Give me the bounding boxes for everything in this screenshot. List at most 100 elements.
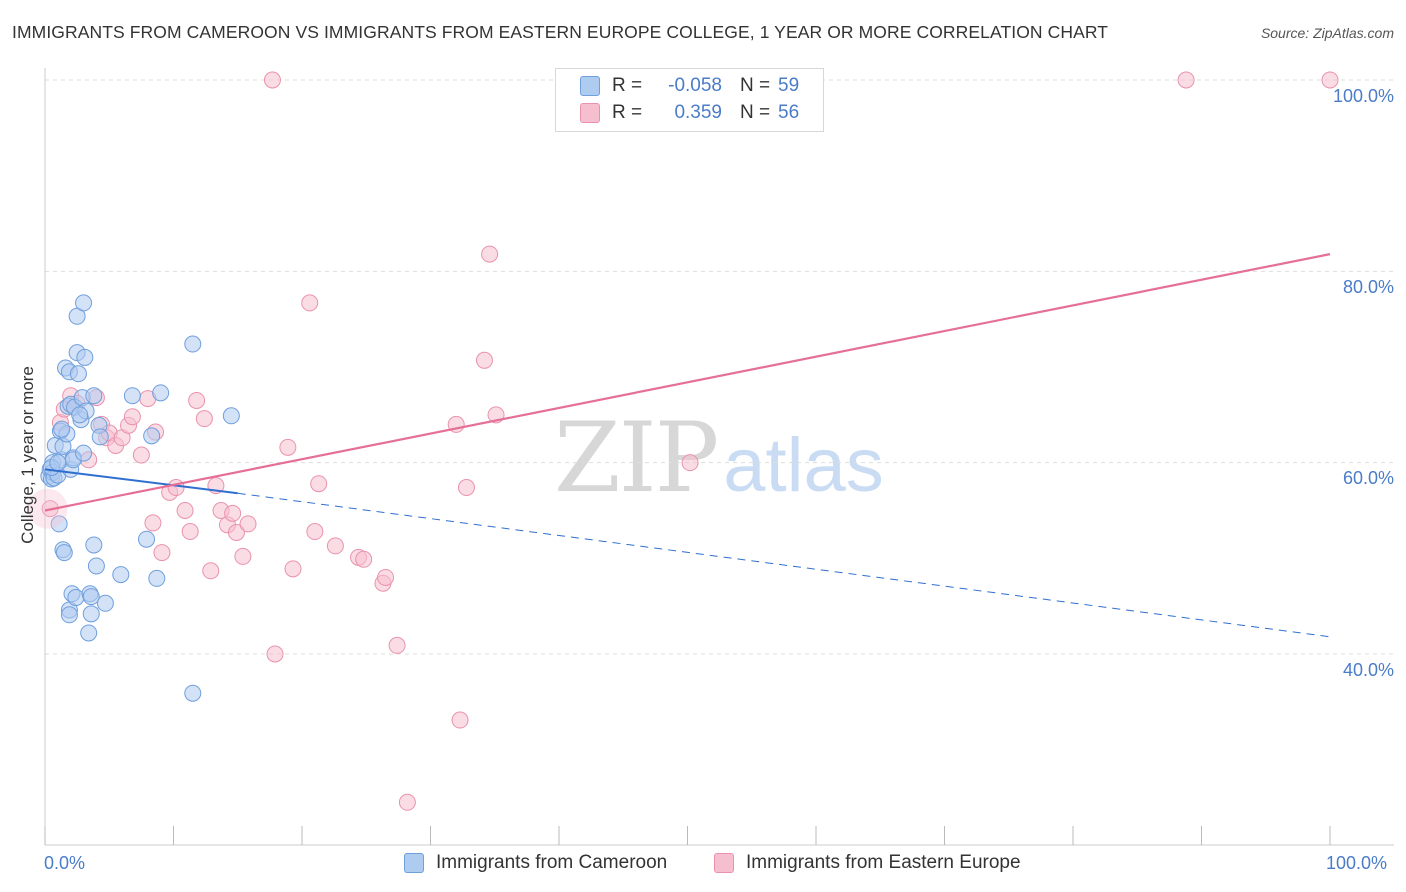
point-cameroon — [148, 569, 166, 587]
legend-item-cameroon: Immigrants from Cameroon — [404, 852, 667, 874]
point-eastern-europe — [132, 446, 150, 464]
point-eastern-europe — [377, 568, 395, 586]
point-cameroon — [69, 365, 87, 383]
point-cameroon — [143, 427, 161, 445]
point-eastern-europe — [227, 524, 245, 542]
point-cameroon — [184, 335, 202, 353]
legend-series-name: Immigrants from Cameroon — [436, 852, 668, 873]
point-eastern-europe — [144, 514, 162, 532]
legend-swatch-pink — [714, 853, 734, 873]
legend-r-label: R = — [612, 75, 643, 96]
point-eastern-europe — [167, 479, 185, 497]
point-eastern-europe — [1177, 71, 1195, 89]
point-eastern-europe — [326, 537, 344, 555]
point-eastern-europe — [301, 294, 319, 312]
watermark-atlas: atlas — [723, 423, 884, 508]
point-cameroon — [87, 557, 105, 575]
point-cameroon — [76, 348, 94, 366]
legend-item-eastern-europe: Immigrants from Eastern Europe — [714, 852, 1021, 874]
y-axis-label: College, 1 year or more — [18, 366, 37, 544]
legend-row-eastern-europe: R = 0.359 N = 56 — [580, 100, 799, 126]
point-eastern-europe — [181, 523, 199, 541]
legend-swatch-blue — [580, 76, 600, 96]
chart-title: IMMIGRANTS FROM CAMEROON VS IMMIGRANTS F… — [12, 22, 1109, 42]
point-eastern-europe — [388, 636, 406, 654]
point-eastern-europe — [355, 550, 373, 568]
y-tick-label: 100.0% — [1332, 86, 1394, 106]
x-tick-label: 100.0% — [1326, 853, 1388, 873]
point-eastern-europe — [306, 523, 324, 541]
trend-line-eastern-europe — [44, 253, 1331, 512]
point-cameroon — [152, 384, 170, 402]
legend-n-value: 56 — [778, 102, 800, 123]
point-cameroon — [112, 566, 130, 584]
y-tick-label: 40.0% — [1342, 660, 1394, 680]
point-cameroon — [85, 536, 103, 554]
point-cameroon — [55, 544, 73, 562]
trend-line-cameroon — [44, 468, 238, 495]
point-cameroon — [75, 444, 93, 462]
point-eastern-europe — [398, 793, 416, 811]
point-eastern-europe — [239, 515, 257, 533]
point-cameroon — [67, 589, 85, 607]
legend-swatch-blue — [404, 853, 424, 873]
legend-r-label: R = — [612, 102, 643, 123]
point-eastern-europe — [481, 245, 499, 263]
correlation-legend: R = -0.058 N = 59 R = 0.359 N = 56 — [555, 68, 824, 132]
point-eastern-europe — [1321, 71, 1339, 89]
point-cameroon — [50, 515, 68, 533]
point-eastern-europe — [457, 479, 475, 497]
legend-n-label: N = — [740, 75, 771, 96]
axes — [44, 68, 1394, 846]
point-eastern-europe — [176, 502, 194, 519]
point-eastern-europe — [234, 547, 252, 565]
point-cameroon — [53, 420, 71, 438]
legend-row-cameroon: R = -0.058 N = 59 — [580, 73, 799, 99]
point-eastern-europe — [263, 71, 281, 89]
point-cameroon — [96, 594, 114, 612]
point-eastern-europe — [681, 454, 699, 472]
point-eastern-europe — [195, 410, 213, 428]
legend-n-label: N = — [740, 102, 771, 123]
x-tick-label: 0.0% — [44, 853, 86, 873]
y-tick-label: 60.0% — [1342, 468, 1394, 488]
legend-n-value: 59 — [778, 75, 800, 96]
legend-r-value: -0.058 — [668, 75, 722, 96]
point-eastern-europe — [266, 645, 284, 663]
legend-swatch-pink — [580, 103, 600, 123]
point-eastern-europe — [284, 560, 302, 578]
series-legend: Immigrants from Cameroon Immigrants from… — [0, 852, 1406, 878]
point-eastern-europe — [153, 544, 171, 562]
point-eastern-europe-cluster — [27, 488, 68, 529]
point-cameroon — [91, 428, 109, 446]
source-credit: Source: ZipAtlas.com — [1260, 25, 1394, 41]
point-cameroon — [60, 606, 78, 624]
point-cameroon — [82, 605, 100, 623]
point-cameroon — [123, 387, 141, 405]
point-cameroon — [49, 454, 67, 472]
point-cameroon — [80, 624, 98, 642]
gridlines — [45, 79, 1394, 655]
point-cameroon — [75, 294, 93, 312]
point-cameroon — [71, 406, 89, 424]
point-eastern-europe — [279, 438, 297, 456]
point-eastern-europe — [310, 475, 328, 493]
zipatlas-watermark: ZIPatlas — [554, 402, 884, 514]
legend-series-name: Immigrants from Eastern Europe — [746, 852, 1021, 873]
point-cameroon — [85, 387, 103, 405]
trend-lines — [44, 253, 1331, 638]
point-cameroon — [222, 407, 240, 425]
trend-line-cameroon-extension — [237, 492, 1331, 638]
point-cameroon — [184, 684, 202, 702]
y-tick-label: 80.0% — [1342, 277, 1394, 297]
legend-r-value: 0.359 — [674, 102, 722, 123]
point-eastern-europe — [451, 711, 469, 729]
point-eastern-europe — [224, 504, 242, 522]
point-cameroon — [82, 588, 100, 606]
point-eastern-europe — [188, 391, 206, 409]
point-cameroon — [138, 530, 156, 548]
point-eastern-europe — [202, 562, 220, 580]
point-eastern-europe — [123, 408, 141, 426]
data-points — [27, 71, 1339, 811]
